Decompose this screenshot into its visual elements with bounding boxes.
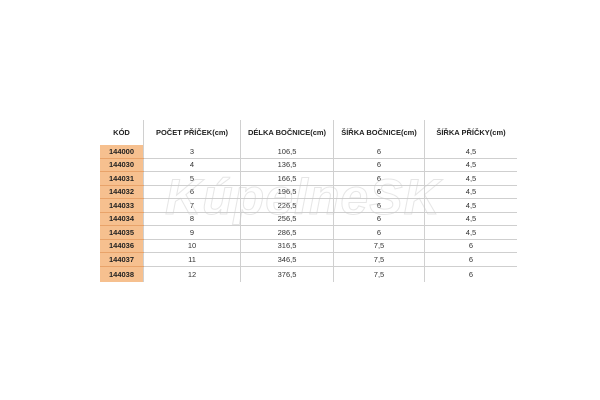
cell-rung-width: 6 [424, 239, 517, 253]
cell-length: 166,5 [240, 171, 334, 186]
cell-rung-width: 4,5 [424, 145, 517, 159]
cell-code: 144035 [100, 225, 144, 240]
table-row: 144033 7 226,5 6 4,5 [100, 198, 517, 213]
table-row: 144000 3 106,5 6 4,5 [100, 145, 517, 159]
cell-side-width: 6 [333, 171, 425, 186]
cell-side-width: 6 [333, 198, 425, 213]
cell-code: 144034 [100, 212, 144, 226]
cell-side-width: 6 [333, 145, 425, 159]
header-sirka-bocnice: ŠÍŘKA BOČNICE(cm) [333, 120, 425, 145]
cell-count: 8 [143, 212, 241, 226]
cell-count: 9 [143, 225, 241, 240]
cell-length: 256,5 [240, 212, 334, 226]
cell-rung-width: 4,5 [424, 185, 517, 199]
cell-code: 144038 [100, 266, 144, 282]
cell-count: 12 [143, 266, 241, 282]
cell-side-width: 7,5 [333, 239, 425, 253]
cell-rung-width: 4,5 [424, 212, 517, 226]
cell-count: 4 [143, 158, 241, 172]
cell-side-width: 6 [333, 185, 425, 199]
cell-side-width: 6 [333, 212, 425, 226]
cell-length: 286,5 [240, 225, 334, 240]
cell-side-width: 7,5 [333, 266, 425, 282]
cell-rung-width: 6 [424, 252, 517, 267]
table-row: 144036 10 316,5 7,5 6 [100, 239, 517, 253]
cell-length: 196,5 [240, 185, 334, 199]
cell-count: 11 [143, 252, 241, 267]
cell-count: 7 [143, 198, 241, 213]
table-header-row: KÓD POČET PŘÍČEK(cm) DÉLKA BOČNICE(cm) Š… [100, 120, 517, 145]
cell-code: 144032 [100, 185, 144, 199]
cell-rung-width: 4,5 [424, 171, 517, 186]
cell-side-width: 6 [333, 158, 425, 172]
cell-length: 346,5 [240, 252, 334, 267]
cell-code: 144030 [100, 158, 144, 172]
cell-length: 316,5 [240, 239, 334, 253]
table-row: 144031 5 166,5 6 4,5 [100, 171, 517, 186]
cell-rung-width: 4,5 [424, 158, 517, 172]
cell-rung-width: 4,5 [424, 198, 517, 213]
table-row: 144035 9 286,5 6 4,5 [100, 225, 517, 240]
cell-length: 376,5 [240, 266, 334, 282]
header-pocet-pricek: POČET PŘÍČEK(cm) [143, 120, 241, 145]
cell-length: 106,5 [240, 145, 334, 159]
cell-code: 144031 [100, 171, 144, 186]
header-sirka-pricky: ŠÍŘKA PŘÍČKY(cm) [424, 120, 517, 145]
table-row: 144032 6 196,5 6 4,5 [100, 185, 517, 199]
cell-count: 6 [143, 185, 241, 199]
cell-count: 5 [143, 171, 241, 186]
cell-side-width: 6 [333, 225, 425, 240]
cell-count: 10 [143, 239, 241, 253]
table-row: 144038 12 376,5 7,5 6 [100, 266, 517, 282]
cell-length: 136,5 [240, 158, 334, 172]
product-table: KÓD POČET PŘÍČEK(cm) DÉLKA BOČNICE(cm) Š… [100, 120, 517, 282]
cell-code: 144000 [100, 145, 144, 159]
table-row: 144037 11 346,5 7,5 6 [100, 252, 517, 267]
cell-side-width: 7,5 [333, 252, 425, 267]
table-row: 144034 8 256,5 6 4,5 [100, 212, 517, 226]
cell-rung-width: 4,5 [424, 225, 517, 240]
header-delka-bocnice: DÉLKA BOČNICE(cm) [240, 120, 334, 145]
cell-code: 144036 [100, 239, 144, 253]
cell-count: 3 [143, 145, 241, 159]
table-row: 144030 4 136,5 6 4,5 [100, 158, 517, 172]
cell-code: 144037 [100, 252, 144, 267]
cell-code: 144033 [100, 198, 144, 213]
header-kod: KÓD [100, 120, 144, 145]
cell-length: 226,5 [240, 198, 334, 213]
cell-rung-width: 6 [424, 266, 517, 282]
